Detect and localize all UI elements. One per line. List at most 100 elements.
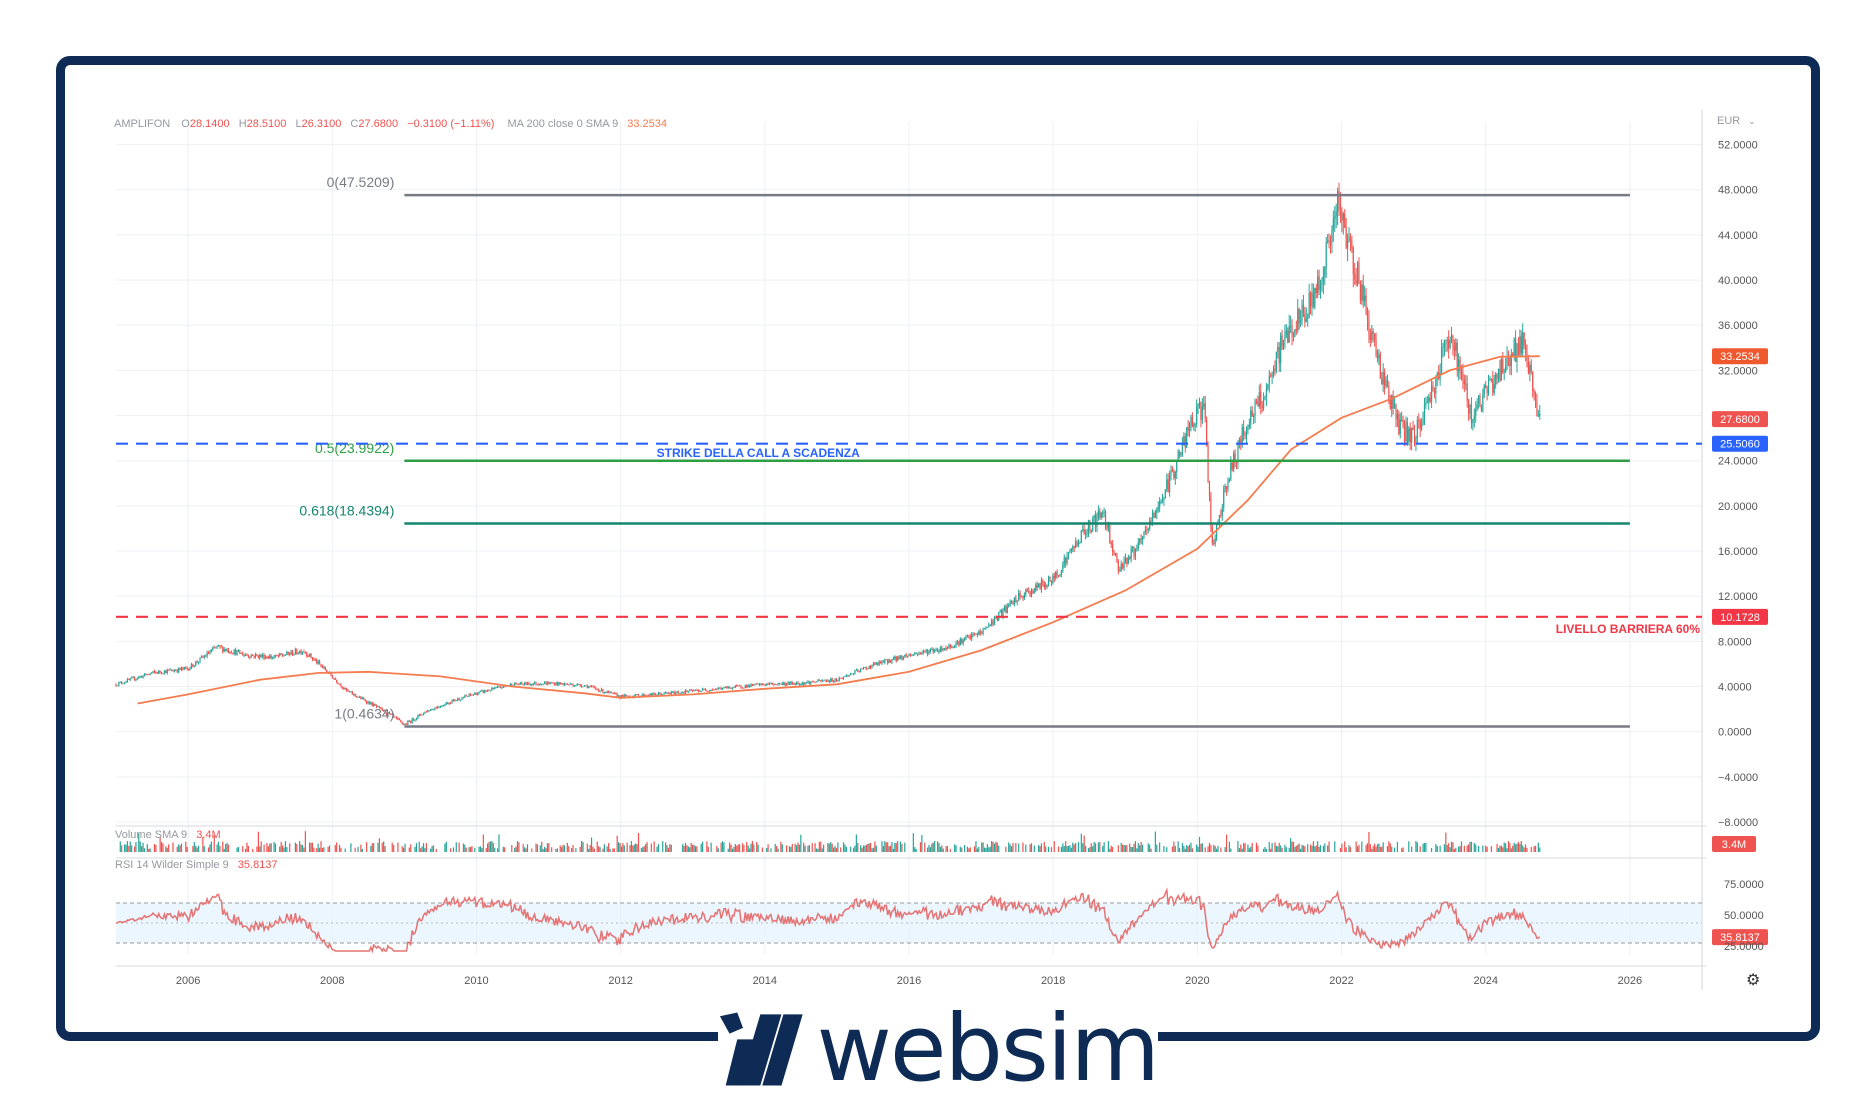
candle-body <box>1261 405 1263 409</box>
candle-body <box>1412 427 1414 431</box>
close-label: C <box>350 118 358 130</box>
candle-body <box>357 697 359 698</box>
volume-bar <box>978 846 980 852</box>
candle-body <box>1388 386 1390 400</box>
candle-body <box>730 687 732 689</box>
rsi-band <box>116 903 1702 943</box>
candle-body <box>1406 421 1408 442</box>
candle-body <box>1497 369 1500 379</box>
candle-body <box>884 659 886 663</box>
candle-body <box>1411 427 1413 443</box>
candle-body <box>340 684 342 687</box>
volume-bar <box>203 846 205 852</box>
volume-bar <box>1411 846 1413 852</box>
candle-body <box>1191 417 1193 427</box>
volume-bar <box>1446 844 1448 852</box>
candle-body <box>612 692 614 694</box>
candle-body <box>495 687 497 689</box>
volume-bar <box>354 847 356 852</box>
volume-bar <box>502 846 504 852</box>
volume-bar <box>465 847 467 852</box>
candle-body <box>941 647 943 651</box>
volume-bar <box>720 842 722 852</box>
candle-body <box>477 693 479 696</box>
volume-bar <box>1435 844 1437 852</box>
candle-body <box>847 675 849 677</box>
candle-body <box>465 695 467 697</box>
candle-body <box>1490 379 1492 380</box>
candle-body <box>478 691 480 694</box>
volume-bar <box>381 842 383 852</box>
volume-bar <box>1458 846 1460 852</box>
candle-body <box>1436 372 1438 377</box>
candle-body <box>642 694 644 696</box>
candle-body <box>831 678 833 682</box>
candle-body <box>390 713 392 715</box>
volume-bar <box>731 848 734 852</box>
x-tick-label: 2018 <box>1041 975 1065 987</box>
candle-body <box>173 670 175 672</box>
candle-body <box>1238 439 1240 445</box>
volume-bar <box>504 847 506 852</box>
candle-body <box>562 683 564 686</box>
volume-bar <box>1512 845 1514 852</box>
candle-body <box>1056 572 1058 576</box>
volume-bar <box>430 848 432 852</box>
candle-body <box>371 702 373 706</box>
volume-bar <box>455 842 457 852</box>
websim-logo-text: websim <box>816 994 1160 1102</box>
candle-body <box>965 636 967 639</box>
candle-body <box>277 655 279 657</box>
candle-body <box>1362 284 1364 302</box>
currency-label[interactable]: EUR <box>1717 115 1740 127</box>
volume-bar <box>487 843 489 852</box>
candle-body <box>1284 334 1286 342</box>
volume-bar <box>172 842 174 852</box>
candle-body <box>276 655 278 656</box>
candle-body <box>229 652 231 653</box>
volume-bar <box>894 842 896 852</box>
volume-bar <box>727 848 729 852</box>
volume-bar <box>885 842 887 852</box>
gear-icon[interactable]: ⚙ <box>1746 972 1760 989</box>
volume-bar <box>1361 841 1363 852</box>
volume-bar <box>498 834 500 852</box>
candle-body <box>272 657 274 659</box>
candle-body <box>786 683 788 685</box>
candle-body <box>383 709 385 711</box>
candle-body <box>116 685 119 687</box>
candle-body <box>851 673 853 675</box>
volume-bar <box>612 848 614 852</box>
candle-body <box>1445 340 1447 342</box>
volume-bar <box>1288 847 1290 852</box>
volume-bar <box>1486 846 1488 852</box>
candle-body <box>1278 347 1280 364</box>
volume-bar <box>539 845 541 852</box>
volume-bar <box>1374 843 1376 852</box>
candle-body <box>1429 397 1431 402</box>
candle-body <box>1532 371 1534 391</box>
candle-body <box>132 677 134 679</box>
candle-body <box>1119 570 1121 572</box>
volume-bar <box>955 845 957 852</box>
candle-body <box>1456 342 1458 371</box>
candle-body <box>454 699 456 701</box>
volume-bar <box>1139 845 1141 852</box>
candle-body <box>558 682 560 686</box>
candle-body <box>1055 572 1057 579</box>
volume-bar <box>969 847 971 852</box>
volume-bar <box>452 847 455 852</box>
volume-bar <box>408 847 410 852</box>
y-tick-label: 16.0000 <box>1718 546 1758 558</box>
candle-body <box>1448 340 1450 348</box>
candle-body <box>929 649 932 652</box>
candle-body <box>319 661 321 665</box>
chevron-down-icon[interactable]: ⌄ <box>1748 116 1756 126</box>
volume-bar <box>889 845 892 852</box>
y-tick-label: 12.0000 <box>1718 591 1758 603</box>
volume-bar <box>1030 843 1033 852</box>
candle-body <box>270 655 272 658</box>
volume-bar <box>543 846 546 852</box>
websim-logo-mark <box>719 1011 803 1086</box>
volume-bar <box>219 845 221 852</box>
